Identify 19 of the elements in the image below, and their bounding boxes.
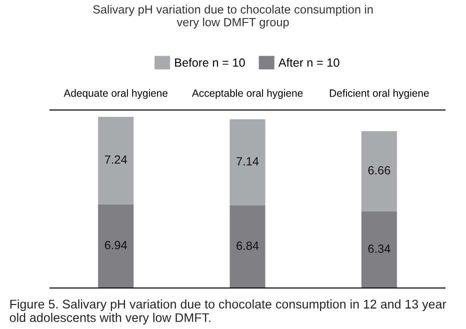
bar	[361, 131, 397, 212]
x-tick-label: Acceptable oral hygiene	[192, 89, 303, 99]
bar	[98, 204, 134, 288]
bar	[230, 119, 266, 206]
data-label: 6.66	[368, 166, 390, 174]
data-label: 6.34	[368, 244, 390, 253]
data-label: 6.84	[236, 242, 259, 250]
x-tick-label: Adequate oral hygiene	[64, 89, 168, 99]
chart-title: Salivary pH variation due to chocolate consumption in very low DMFT group	[93, 4, 373, 29]
bar	[361, 211, 397, 288]
caption: Figure 5. Salivary pH variation due to chocolate consumption in 12 and 13 year old adolescents with very low DMFT.	[10, 299, 446, 325]
bar	[230, 205, 266, 288]
x-tick-label: Deficient oral hygiene	[330, 89, 429, 99]
legend-label: After n = 10	[278, 58, 340, 67]
data-label: 7.14	[236, 157, 259, 166]
legend-label: Before n = 10	[175, 58, 245, 67]
data-label: 6.94	[104, 240, 127, 250]
data-label: 7.24	[104, 155, 127, 164]
bar	[98, 116, 134, 204]
